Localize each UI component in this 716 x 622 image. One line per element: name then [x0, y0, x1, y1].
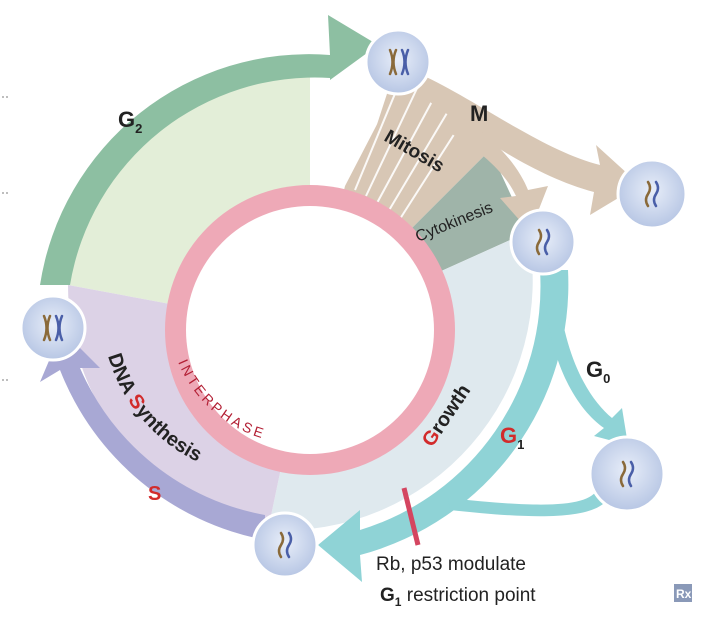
restriction-line1: Rb, p53 modulate [376, 554, 526, 575]
m-label: M [470, 101, 488, 126]
restriction-line2: G1 restriction point [380, 585, 536, 609]
rx-logo: Rx [674, 584, 692, 602]
svg-text:Rx: Rx [676, 587, 692, 601]
g1-label: G1 [500, 423, 524, 452]
cell-right-upper [616, 158, 688, 230]
center-hole [186, 206, 434, 454]
s-label: S [148, 483, 161, 505]
cell-top [364, 28, 432, 96]
chromosome-icon [619, 460, 635, 488]
cell-g0 [588, 435, 666, 513]
chromosome-icon [644, 180, 660, 208]
g2-label: G2 [118, 107, 142, 136]
m-arrow-upper [415, 72, 640, 215]
chromosome-icon [388, 48, 410, 76]
g2-arrow [40, 15, 378, 285]
g0-arrow [545, 290, 628, 445]
g0-return-arrow [448, 488, 610, 517]
chromosome-icon [42, 314, 64, 342]
restriction-point-bar [401, 487, 421, 546]
margin-dots [2, 96, 8, 381]
cell-right-mid [509, 208, 577, 276]
g1-arrow [318, 270, 569, 582]
chromosome-icon [277, 531, 293, 559]
chromosome-icon [535, 228, 551, 256]
cell-left [19, 294, 87, 362]
g0-label: G0 [586, 357, 610, 386]
cell-bottom [251, 511, 319, 579]
m-arrow-lower [445, 110, 548, 232]
